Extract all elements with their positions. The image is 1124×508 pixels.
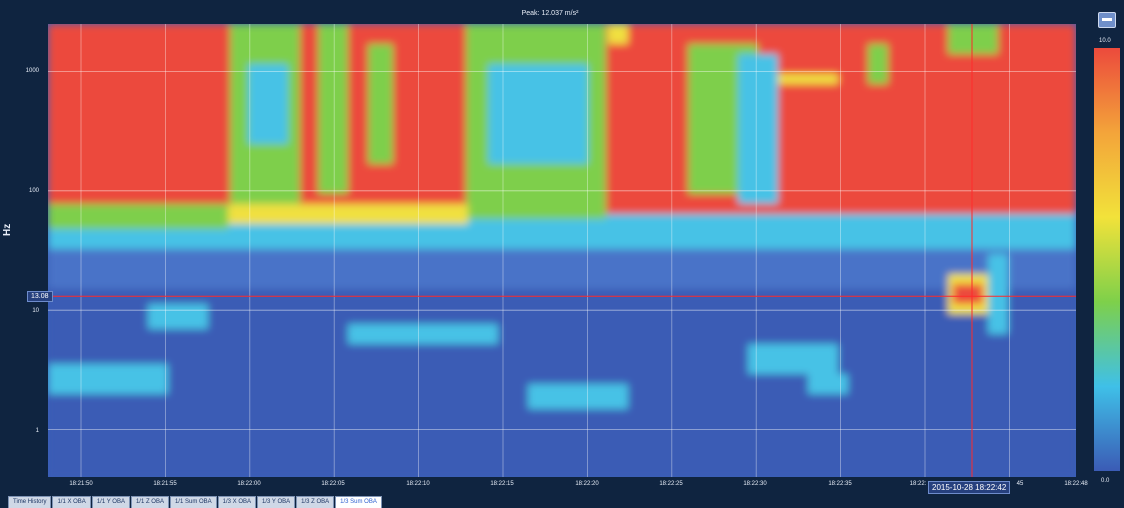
tab-4[interactable]: 1/1 Sum OBA bbox=[169, 496, 217, 508]
tab-6[interactable]: 1/3 Y OBA bbox=[257, 496, 296, 508]
heat-patch-8 bbox=[608, 24, 628, 44]
heat-patch-13 bbox=[228, 204, 468, 224]
heat-patch-3 bbox=[368, 44, 393, 164]
spectrogram-plot[interactable] bbox=[48, 24, 1076, 477]
x-tick-9: 18:22:30 bbox=[743, 481, 767, 487]
heat-patch-5 bbox=[488, 64, 588, 164]
heat-streak-5 bbox=[808, 374, 848, 394]
tab-2[interactable]: 1/1 Y OBA bbox=[91, 496, 130, 508]
tab-0[interactable]: Time History bbox=[8, 496, 52, 508]
heat-streak-1 bbox=[148, 304, 208, 329]
x-tick-10: 18:22:35 bbox=[828, 481, 852, 487]
heat-band-mid bbox=[48, 249, 1076, 289]
heat-streak-6 bbox=[988, 254, 1008, 334]
x-tick-11: 18:22: bbox=[909, 481, 927, 487]
x-tick-5: 18:22:10 bbox=[406, 481, 430, 487]
cursor-frequency-readout: 13.08 bbox=[27, 291, 53, 302]
x-tick-2: 18:21:55 bbox=[153, 481, 177, 487]
tab-8[interactable]: 1/3 Sum OBA bbox=[335, 496, 382, 508]
y-tick-100: 100 bbox=[28, 188, 39, 194]
colorbar bbox=[1094, 48, 1120, 471]
heat-patch-11 bbox=[948, 24, 998, 54]
heat-patch-10 bbox=[778, 74, 838, 84]
tab-7[interactable]: 1/3 Z OBA bbox=[296, 496, 335, 508]
x-tick-13: 18:22:48 bbox=[1064, 481, 1088, 487]
heat-streak-0 bbox=[48, 364, 168, 394]
x-tick-1: 18:21:50 bbox=[69, 481, 93, 487]
tab-bar: Time History 1/1 X OBA 1/1 Y OBA 1/1 Z OBA 1… bbox=[8, 496, 383, 508]
x-tick-4: 18:22:05 bbox=[321, 481, 345, 487]
tab-1[interactable]: 1/1 X OBA bbox=[52, 496, 91, 508]
tab-5[interactable]: 1/3 X OBA bbox=[217, 496, 257, 508]
x-tick-7: 18:22:20 bbox=[575, 481, 599, 487]
y-tick-1000: 1000 bbox=[25, 68, 39, 74]
heat-streak-4 bbox=[748, 344, 838, 374]
colorbar-max-label: 10.0 bbox=[1099, 38, 1111, 44]
y-axis-label: Hz bbox=[2, 223, 13, 236]
x-tick-3: 18:22:00 bbox=[237, 481, 261, 487]
x-tick-8: 18:22:25 bbox=[659, 481, 683, 487]
x-tick-12: 45 bbox=[1016, 481, 1024, 487]
tab-3[interactable]: 1/1 Z OBA bbox=[130, 496, 169, 508]
spectrogram-canvas[interactable] bbox=[48, 24, 1076, 477]
heat-patch-12 bbox=[48, 204, 228, 229]
heat-patch-9 bbox=[868, 44, 888, 84]
chart-title: Peak: 12.037 m/s² bbox=[521, 10, 579, 17]
heat-streak-3 bbox=[528, 384, 628, 409]
heat-patch-2 bbox=[318, 24, 348, 194]
heat-streak-2 bbox=[348, 324, 498, 344]
y-tick-10: 10 bbox=[32, 308, 39, 314]
heat-patch-1 bbox=[248, 64, 288, 144]
heat-hotspot-red bbox=[953, 284, 983, 304]
colorbar-settings-button[interactable] bbox=[1098, 12, 1116, 28]
colorbar-min-label: 0.0 bbox=[1101, 478, 1110, 484]
heat-patch-7 bbox=[738, 54, 778, 204]
cursor-time-readout: 2015-10-28 18:22:42 bbox=[928, 481, 1011, 494]
x-tick-6: 18:22:15 bbox=[490, 481, 514, 487]
y-tick-1: 1 bbox=[35, 428, 39, 434]
